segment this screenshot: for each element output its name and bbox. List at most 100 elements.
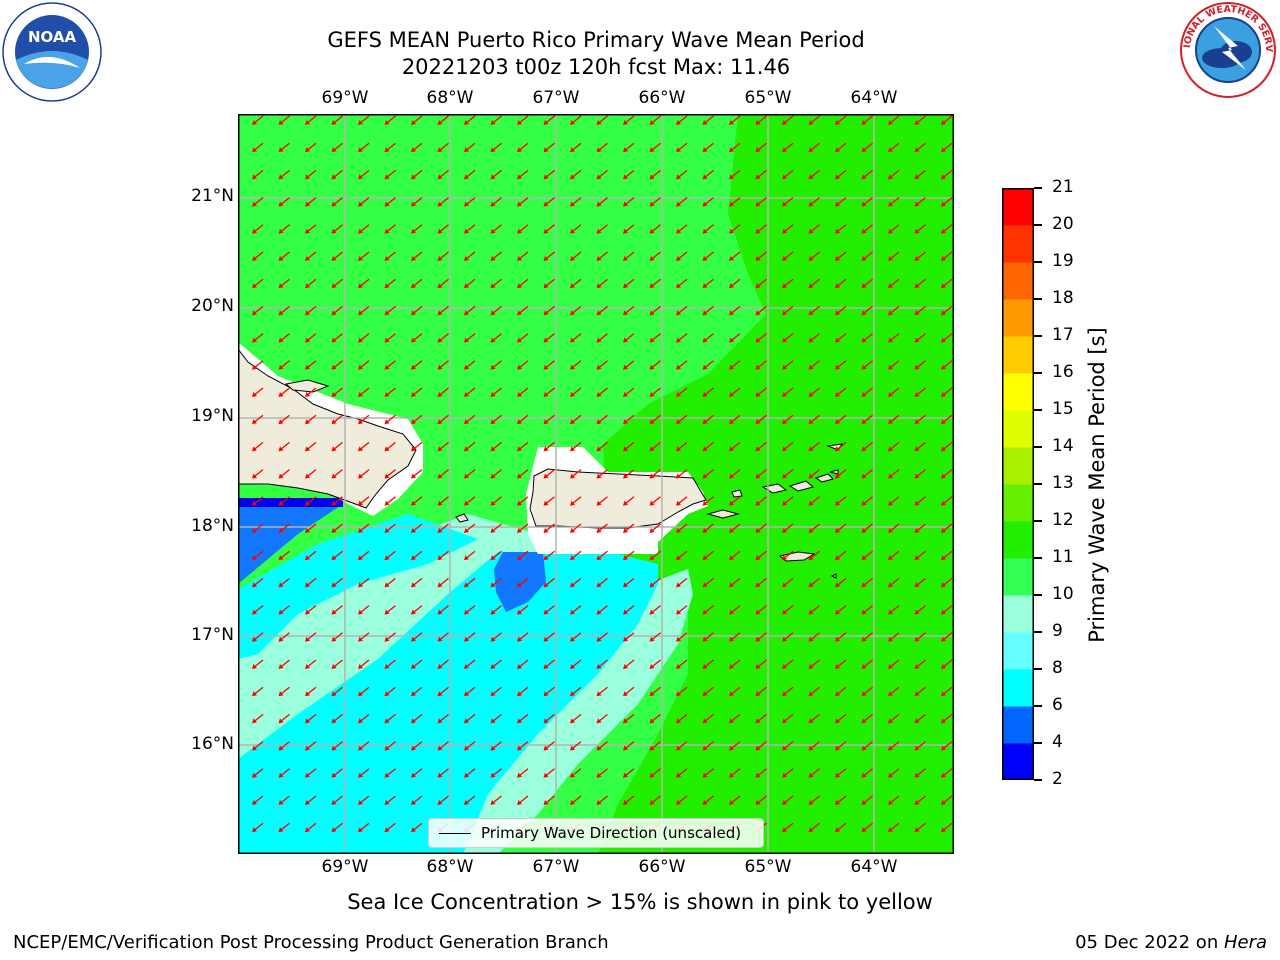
wave-arrow-head [437,120,443,125]
wave-arrow-head [305,364,310,370]
wave-arrow-head [914,473,920,479]
noaa-logo-icon: NOAA [2,2,102,102]
wave-arrow-head [914,609,920,615]
footer-branch: NCEP/EMC/Verification Post Processing Pr… [13,932,609,953]
wave-arrow-head [305,201,310,207]
wave-arrow-head [517,337,522,343]
wave-arrow-head [649,310,655,316]
wave-arrow-head [702,528,708,533]
wave-arrow-head [729,310,734,316]
colorbar-tick-label: 18 [1052,288,1074,308]
colorbar-block [1002,595,1034,633]
wave-arrow-head [861,419,867,425]
wave-arrow-head [941,555,946,561]
wave-arrow-head [411,636,416,642]
wave-arrow-head [835,228,840,234]
wave-arrow-head [358,691,363,697]
wave-arrow-head [808,745,814,751]
wave-arrow-head [888,718,893,724]
wave-arrow-head [570,446,575,452]
wave-arrow-head [252,500,257,506]
wave-arrow-head [437,691,443,697]
colorbar-tick-mark [1034,335,1042,337]
wave-arrow-head [278,174,284,180]
wave-arrow-head [888,147,893,153]
colorbar-tick-label: 9 [1052,621,1063,641]
wave-arrow-head [835,636,840,642]
wave-arrow-head [517,419,522,425]
wave-arrow-head [755,772,761,778]
wave-arrow-head [596,582,602,588]
wave-arrow-head [464,256,469,261]
wave-arrow-head [888,827,893,833]
colorbar-block [1002,743,1034,780]
wave-arrow-head [623,364,628,370]
wave-arrow-head [782,147,787,153]
wave-arrow-head [358,664,363,669]
lat-label-left: 19°N [191,406,234,426]
wave-arrow-head [941,691,946,697]
wave-arrow-head [543,147,549,153]
wave-arrow-head [835,582,840,588]
wave-arrow-head [808,636,814,642]
wave-arrow-head [941,283,946,289]
wave-arrow-head [702,582,708,588]
wave-arrow-head [782,555,787,561]
wave-arrow-head [358,745,363,751]
colorbar-tick-mark [1034,298,1042,300]
lon-label-top: 68°W [426,88,474,108]
wave-arrow-head [702,419,708,425]
wave-arrow-head [358,636,363,642]
wave-arrow-head [676,800,681,805]
wave-arrow-head [808,718,814,724]
wave-arrow-head [835,392,840,397]
wave-arrow-head [941,582,946,588]
wave-arrow-head [755,201,761,207]
wave-arrow-head [755,473,761,479]
wave-arrow-head [676,528,681,533]
wave-arrow-head [649,337,655,343]
wave-arrow-head [543,609,549,615]
wave-arrow-head [649,419,655,425]
wave-arrow-head [252,664,257,669]
wave-arrow-head [384,691,390,697]
wave-arrow-head [835,800,840,805]
wave-arrow-head [490,800,496,805]
wave-arrow-head [888,664,893,669]
wave-arrow-head [702,446,708,452]
wave-arrow-head [835,772,840,778]
wave-arrow-head [702,364,708,370]
wave-arrow-head [649,636,655,642]
wave-arrow-head [861,392,867,397]
wave-arrow-head [252,147,257,153]
wave-arrow-head [411,283,416,289]
wave-arrow-head [305,582,310,588]
wave-arrow-head [305,800,310,805]
wave-arrow-head [358,283,363,289]
wave-arrow-head [702,147,708,153]
wave-arrow-head [702,745,708,751]
wave-arrow-head [914,147,920,153]
wave-arrow-head [384,800,390,805]
wave-arrow-head [676,147,681,153]
chart-title: GEFS MEAN Puerto Rico Primary Wave Mean … [327,28,865,52]
wave-arrow-head [464,174,469,180]
wave-arrow-head [808,174,814,180]
wave-arrow-head [782,582,787,588]
wave-arrow-head [623,419,628,425]
wave-arrow-head [729,174,734,180]
wave-arrow-head [941,800,946,805]
wave-arrow-head [358,582,363,588]
wave-arrow-head [676,745,681,751]
wave-arrow-head [305,256,310,261]
wave-arrow-head [835,827,840,833]
wave-arrow-head [358,772,363,778]
wave-arrow-head [490,636,496,642]
wave-arrow-head [411,609,416,615]
wave-arrow-head [782,528,787,533]
colorbar-tick-label: 13 [1052,473,1074,493]
wave-arrow-head [570,609,575,615]
wave-arrow-head [331,392,337,397]
wave-arrow-head [649,718,655,724]
wave-arrow-head [543,745,549,751]
